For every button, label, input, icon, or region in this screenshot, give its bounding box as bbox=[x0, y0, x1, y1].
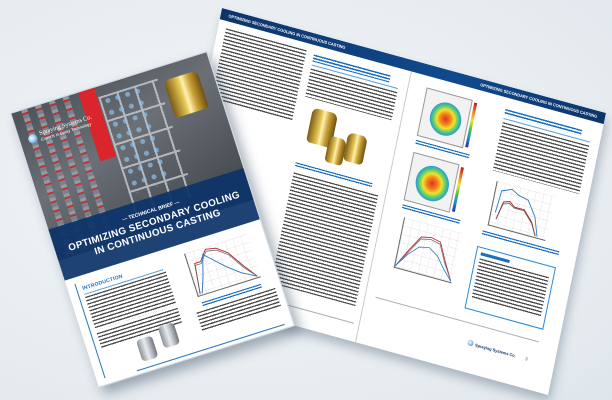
steel-nozzle-image bbox=[135, 335, 159, 362]
conclusion-box bbox=[464, 245, 557, 330]
brass-nozzle-image bbox=[163, 70, 209, 119]
distribution-line-chart bbox=[393, 217, 462, 284]
body-text bbox=[211, 28, 307, 121]
body-text bbox=[270, 172, 379, 307]
footer-brand-name: Spraying Systems Co. bbox=[474, 341, 517, 358]
brass-nozzles-photo bbox=[303, 107, 381, 176]
technical-brief-cover: Spraying Systems Co. Experts in Spray Te… bbox=[10, 51, 295, 388]
spray-heatmap-1 bbox=[416, 87, 473, 149]
steel-nozzle-image bbox=[157, 322, 181, 349]
footer-logo: Spraying Systems Co. 3 bbox=[467, 339, 528, 361]
brand-logo-icon bbox=[27, 132, 39, 145]
page-number: 3 bbox=[524, 355, 529, 362]
body-text bbox=[471, 258, 549, 318]
spray-heatmap-2 bbox=[403, 151, 460, 213]
brochure-spread: OPTIMIZING SECONDARY COOLING IN CONTINUO… bbox=[164, 8, 607, 395]
spread-running-header-right: OPTIMIZING SECONDARY COOLING IN CONTINUO… bbox=[479, 81, 598, 119]
temperature-line-chart bbox=[487, 180, 555, 242]
spray-distribution-chart bbox=[184, 234, 261, 298]
brand-logo-icon bbox=[467, 339, 475, 347]
